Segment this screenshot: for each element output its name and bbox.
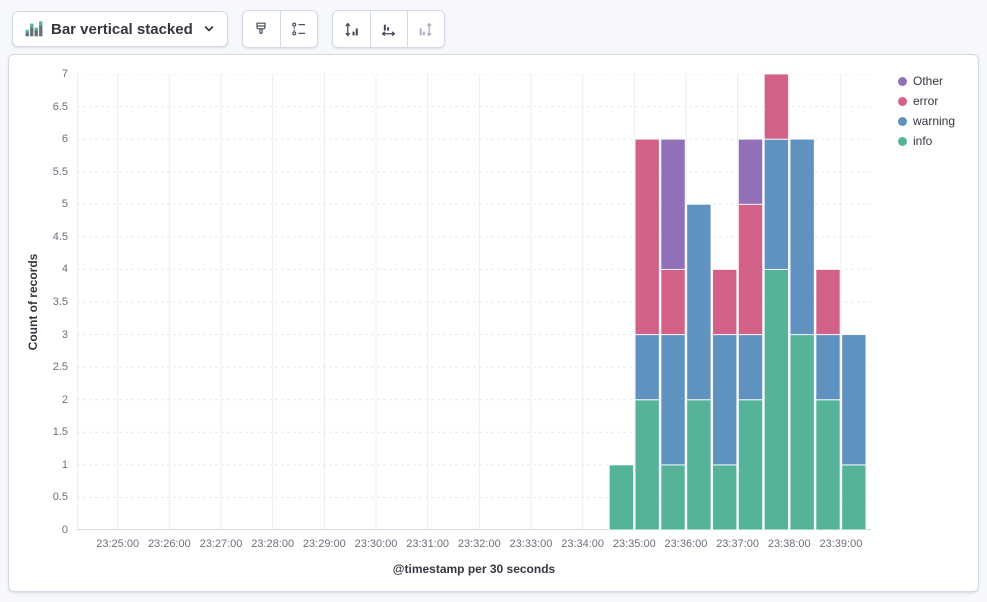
- legend-item-other[interactable]: Other: [898, 75, 955, 88]
- plot-area: [77, 74, 871, 530]
- axis-left-icon: [343, 21, 360, 38]
- x-tick-label: 23:29:00: [302, 538, 346, 550]
- legend: Other error warning info: [898, 75, 955, 148]
- bar-segment-info[interactable]: [763, 268, 790, 530]
- legend-label: info: [913, 134, 933, 148]
- bar-vertical-stacked-icon: [25, 20, 43, 38]
- bar-segment-info[interactable]: [815, 399, 841, 530]
- bar-segment-info[interactable]: [634, 399, 660, 530]
- bar-segment-Other[interactable]: [660, 138, 686, 270]
- bar-segment-warning[interactable]: [660, 334, 686, 466]
- y-tick-label: 1.5: [52, 426, 68, 439]
- bar-segment-error[interactable]: [634, 138, 660, 336]
- style-button-group: [241, 10, 318, 48]
- bar-segment-info[interactable]: [737, 399, 764, 530]
- bar-segment-info[interactable]: [712, 464, 738, 530]
- legend-label: Other: [913, 74, 944, 88]
- bar-segment-error[interactable]: [660, 268, 686, 336]
- bar-segment-warning[interactable]: [841, 334, 867, 466]
- bar-segment-warning[interactable]: [634, 334, 660, 401]
- x-tick-label: 23:36:00: [664, 538, 708, 550]
- x-tick-label: 23:35:00: [612, 538, 656, 550]
- legend-item-info[interactable]: info: [898, 135, 955, 148]
- bar-segment-warning[interactable]: [737, 334, 764, 401]
- chart-type-label: Bar vertical stacked: [51, 20, 193, 38]
- y-tick-label: 7: [61, 68, 68, 80]
- y-tick-label: 4: [61, 263, 68, 276]
- axis-button-group: [331, 10, 445, 48]
- y-tick-label: 5: [61, 198, 68, 211]
- chart-panel: Count of records 0 0.5 1 1.5 2 2.5 3 3.5 4 4.5 5 5.…: [8, 54, 979, 592]
- bottom-axis-button[interactable]: [369, 11, 407, 47]
- legend-settings-button[interactable]: [279, 11, 317, 47]
- chart-type-dropdown[interactable]: Bar vertical stacked: [12, 11, 228, 47]
- visual-options-button[interactable]: [242, 11, 280, 47]
- axis-right-icon: [417, 21, 434, 38]
- brush-icon: [253, 21, 269, 37]
- y-tick-label: 2.5: [52, 361, 68, 374]
- x-axis-title: @timestamp per 30 seconds: [392, 562, 556, 576]
- left-axis-button[interactable]: [332, 11, 370, 47]
- y-tick-label: 5.5: [52, 165, 68, 178]
- y-tick-label: 2: [61, 393, 68, 406]
- y-tick-label: 1: [61, 458, 68, 471]
- bar-segment-error[interactable]: [763, 74, 790, 140]
- bar-segment-info[interactable]: [660, 464, 686, 530]
- x-tick-label: 23:30:00: [354, 538, 398, 550]
- axis-bottom-icon: [380, 21, 397, 38]
- x-tick-label: 23:37:00: [716, 538, 760, 550]
- x-tick-label: 23:25:00: [96, 538, 140, 550]
- y-tick-label: 3.5: [52, 296, 68, 308]
- y-tick-label: 6.5: [52, 100, 68, 113]
- x-tick-label: 23:27:00: [199, 538, 243, 550]
- right-axis-button[interactable]: [406, 11, 444, 47]
- bar-segment-info[interactable]: [789, 334, 815, 530]
- x-tick-label: 23:33:00: [509, 538, 553, 550]
- legend-label: warning: [913, 114, 956, 128]
- y-tick-label: 3: [61, 328, 68, 341]
- x-tick-label: 23:38:00: [767, 538, 811, 550]
- y-tick-label: 0: [61, 524, 68, 536]
- bar-segment-warning[interactable]: [815, 334, 841, 401]
- y-tick-label: 4.5: [52, 230, 68, 243]
- x-tick-label: 23:39:00: [819, 538, 863, 550]
- bar-segment-warning[interactable]: [763, 138, 790, 270]
- legend-item-warning[interactable]: warning: [898, 115, 955, 128]
- chevron-down-icon: [203, 23, 215, 35]
- y-tick-label: 6: [61, 133, 68, 146]
- legend-label: error: [913, 94, 939, 108]
- bar-segment-error[interactable]: [712, 268, 738, 336]
- bar-segment-info[interactable]: [841, 464, 867, 530]
- y-tick-label: 0.5: [52, 491, 68, 504]
- legend-item-error[interactable]: error: [898, 95, 955, 108]
- x-tick-label: 23:31:00: [406, 538, 450, 550]
- legend-color-dot: [898, 117, 907, 126]
- bar-segment-warning[interactable]: [686, 203, 712, 401]
- bar-segment-warning[interactable]: [789, 138, 815, 336]
- legend-color-dot: [898, 137, 907, 146]
- x-tick-label: 23:26:00: [147, 538, 191, 550]
- x-tick-label: 23:28:00: [251, 538, 295, 550]
- bar-segment-warning[interactable]: [712, 334, 738, 466]
- bar-segment-Other[interactable]: [737, 138, 764, 205]
- x-tick-label: 23:32:00: [457, 538, 501, 550]
- bar-segment-info[interactable]: [686, 399, 712, 530]
- legend-color-dot: [898, 77, 907, 86]
- chart-toolbar: Bar vertical stacked: [12, 10, 445, 48]
- bar-segment-info[interactable]: [608, 464, 635, 530]
- bar-segment-error[interactable]: [737, 203, 764, 336]
- x-tick-label: 23:34:00: [561, 538, 605, 550]
- legend-list-icon: [291, 21, 307, 37]
- bar-segment-error[interactable]: [815, 268, 841, 336]
- legend-color-dot: [898, 97, 907, 106]
